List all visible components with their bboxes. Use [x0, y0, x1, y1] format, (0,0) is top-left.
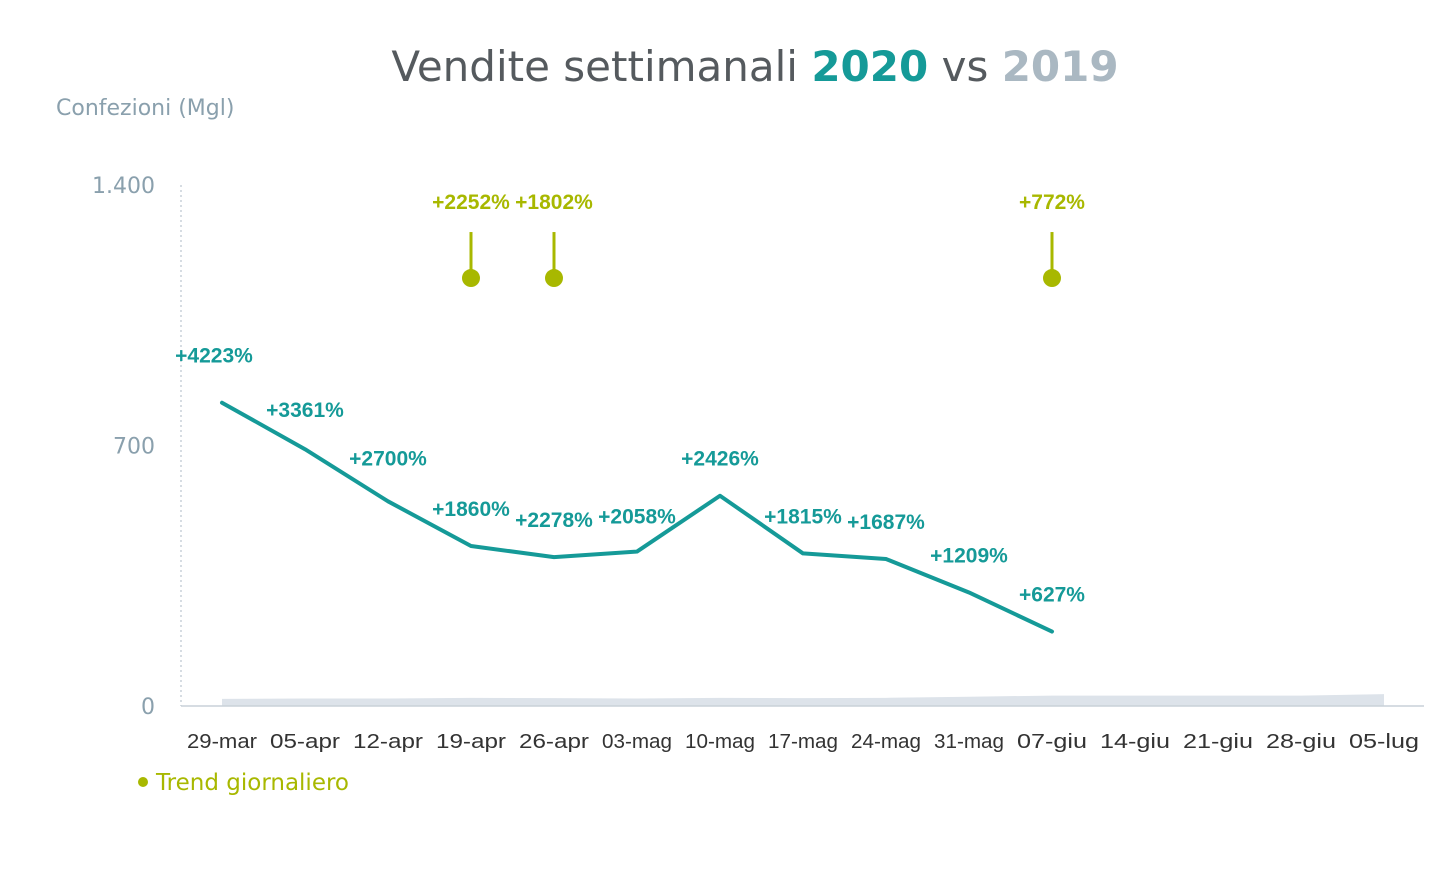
x-tick-label: 07-giu: [1017, 731, 1087, 753]
trend-marker-dot: [462, 269, 480, 288]
series-2019-area: [222, 694, 1384, 706]
legend-label: Trend giornaliero: [156, 770, 349, 796]
trend-marker-dot: [545, 269, 563, 288]
trend-marker-label: +1802%: [515, 191, 593, 214]
x-tick-label: 03-mag: [602, 731, 672, 753]
y-tick-label: 0: [141, 695, 155, 720]
data-label-2020: +1860%: [432, 498, 510, 521]
legend-marker-icon: [138, 776, 148, 787]
x-tick-label: 28-giu: [1266, 731, 1336, 753]
x-tick-label: 26-apr: [519, 731, 589, 753]
data-label-2020: +1815%: [764, 505, 842, 528]
data-label-2020: +2426%: [681, 448, 759, 471]
trend-marker-label: +2252%: [432, 191, 510, 214]
title-vs: vs: [941, 42, 989, 91]
y-axis-label: Confezioni (Mgl): [56, 96, 235, 121]
data-label-2020: +4223%: [175, 345, 253, 368]
data-label-2020: +2278%: [515, 509, 593, 532]
data-label-2020: +627%: [1019, 584, 1085, 607]
x-tick-label: 31-mag: [934, 731, 1004, 753]
x-tick-label: 24-mag: [851, 731, 921, 753]
series-2020-line: [220, 400, 1054, 634]
x-tick-label: 21-giu: [1183, 731, 1253, 753]
title-year-2020: 2020: [811, 42, 929, 91]
data-label-2020: +3361%: [266, 399, 344, 422]
x-tick-label: 05-apr: [270, 731, 340, 753]
data-label-2020: +2700%: [349, 447, 427, 470]
x-tick-label: 29-mar: [187, 731, 257, 753]
x-tick-label: 17-mag: [768, 731, 838, 753]
title-year-2019: 2019: [1001, 42, 1119, 91]
y-tick-label: 1.400: [92, 174, 155, 199]
legend: Trend giornaliero: [138, 770, 349, 796]
x-tick-label: 12-apr: [353, 731, 423, 753]
data-label-2020: +1209%: [930, 544, 1008, 567]
data-label-2020: +1687%: [847, 511, 925, 534]
x-tick-label: 05-lug: [1349, 731, 1419, 753]
data-label-2020: +2058%: [598, 506, 676, 529]
title-main: Vendite settimanali: [391, 42, 798, 91]
trend-marker-label: +772%: [1019, 191, 1085, 214]
y-tick-label: 700: [113, 435, 155, 460]
chart-title: Vendite settimanali 2020 vs 2019: [0, 42, 1430, 91]
x-tick-label: 10-mag: [685, 731, 755, 753]
x-tick-label: 19-apr: [436, 731, 506, 753]
trend-marker-dot: [1043, 269, 1061, 288]
x-tick-label: 14-giu: [1100, 731, 1170, 753]
